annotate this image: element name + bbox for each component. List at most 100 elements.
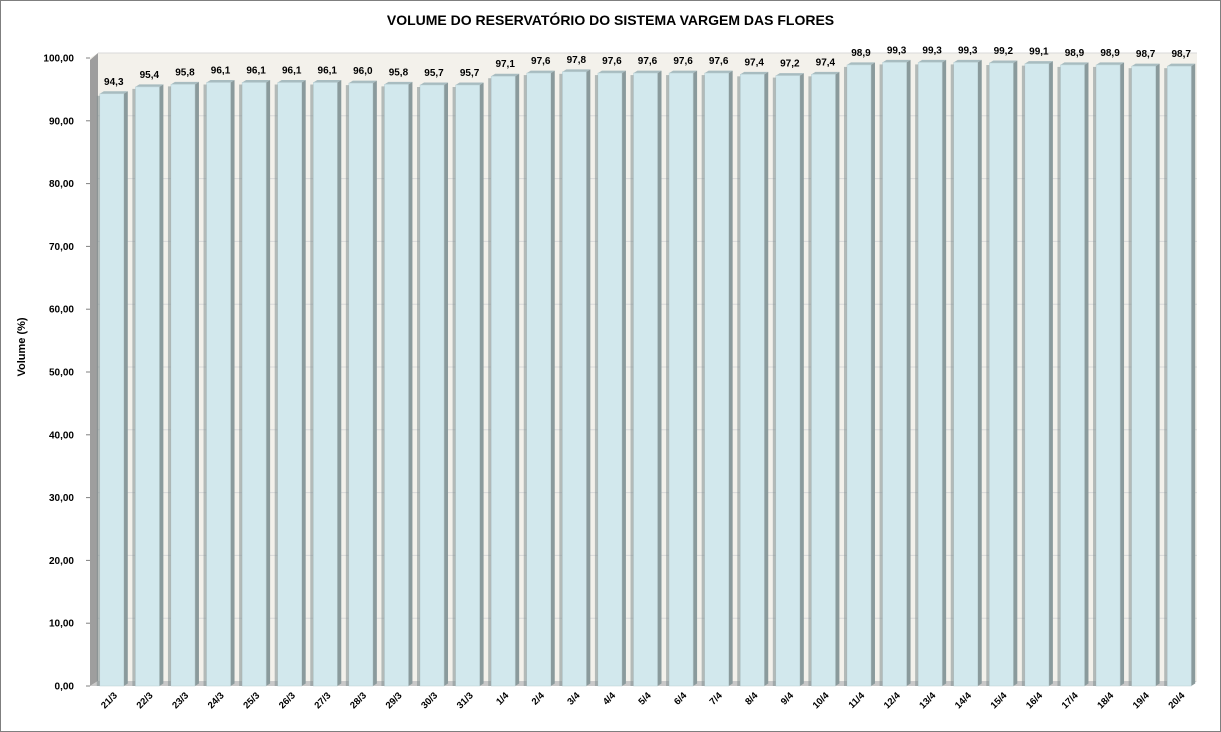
bar — [915, 59, 947, 687]
x-tick-label: 1/4 — [494, 690, 512, 708]
bar-top — [1060, 62, 1089, 65]
bar-side — [337, 79, 342, 686]
bar-side — [728, 70, 733, 686]
bar — [239, 79, 271, 687]
bar-shadow — [594, 75, 598, 686]
bar-side — [586, 69, 591, 687]
bar — [274, 79, 306, 687]
x-tick-label: 29/3 — [384, 690, 405, 711]
bar-front — [811, 74, 836, 687]
bar — [452, 82, 484, 687]
bar-side — [515, 73, 520, 687]
bar-shadow — [452, 87, 456, 686]
x-tick-label: 31/3 — [455, 690, 476, 711]
bar-top — [989, 60, 1018, 64]
bar-front — [1024, 63, 1050, 687]
data-labels: 94,3 95,4 95,8 96,1 96,1 96,1 96,1 96,0 95,8 95,7… — [104, 45, 1191, 87]
x-tick-label: 24/3 — [206, 690, 227, 711]
bar-shadow — [239, 84, 243, 686]
bar-front — [348, 82, 374, 687]
bar-front — [313, 82, 338, 687]
data-label: 97,2 — [780, 59, 800, 70]
bar-front — [455, 84, 480, 687]
x-tick-label: 10/4 — [811, 690, 832, 711]
x-tick-label: 13/4 — [917, 690, 938, 711]
bar-front — [384, 84, 409, 687]
bar-top — [313, 79, 342, 83]
x-tick-label: 16/4 — [1024, 690, 1045, 711]
x-tick-label: 22/3 — [135, 690, 156, 711]
bar-front — [704, 72, 729, 687]
y-tick-label: 70,00 — [49, 242, 74, 253]
bar-shadow — [203, 84, 207, 686]
y-tick-label: 0,00 — [55, 682, 75, 693]
data-label: 96,0 — [353, 66, 373, 77]
x-tick-label: 27/3 — [313, 690, 334, 711]
bar-side — [906, 59, 911, 687]
bar-shadow — [523, 75, 527, 686]
data-label: 97,6 — [602, 56, 622, 67]
data-label: 97,1 — [495, 59, 515, 70]
bar-side — [942, 59, 947, 687]
y-tick-label: 100,00 — [43, 54, 74, 65]
bar — [488, 73, 520, 687]
x-tick-label: 20/4 — [1166, 690, 1187, 711]
bar-shadow — [772, 77, 776, 687]
bar-side — [550, 70, 555, 686]
bar-top — [562, 69, 591, 72]
bar-shadow — [310, 84, 314, 686]
bar-side — [372, 80, 377, 687]
bar-shadow — [986, 65, 990, 687]
bar-top — [242, 79, 271, 83]
bar-front — [241, 82, 267, 687]
bar-front — [882, 62, 907, 687]
bar-front — [668, 72, 694, 687]
x-axis-tick-labels: 21/3 22/3 23/3 24/3 25/3 26/3 27/3 28/3 29/3 30/3… — [99, 690, 1188, 711]
bar-front — [597, 72, 623, 687]
bar-side — [1155, 63, 1160, 686]
data-label: 98,9 — [1100, 48, 1120, 59]
bar-side — [693, 70, 698, 686]
bar-top — [918, 59, 947, 63]
bar — [986, 60, 1018, 687]
bar-front — [633, 72, 658, 687]
x-tick-label: 15/4 — [989, 690, 1010, 711]
y-tick-label: 80,00 — [49, 179, 74, 190]
bar-front — [1060, 64, 1085, 687]
bar — [594, 70, 626, 687]
bar-front — [170, 84, 196, 687]
bar — [167, 81, 199, 687]
x-tick-label: 19/4 — [1131, 690, 1152, 711]
bar-shadow — [345, 85, 349, 687]
bar-front — [1166, 65, 1192, 687]
bar-front — [135, 86, 160, 687]
bar-front — [917, 62, 943, 687]
bar-front — [989, 62, 1014, 687]
bars — [96, 59, 1196, 687]
side-wall — [90, 53, 98, 686]
x-tick-label: 5/4 — [636, 690, 654, 708]
y-axis-tick-labels: 0,00 10,00 20,00 30,00 40,00 50,00 60,00 70,00 8… — [43, 54, 74, 693]
bar — [843, 62, 875, 687]
bar-shadow — [701, 75, 705, 686]
bar-front — [206, 82, 231, 687]
x-tick-label: 3/4 — [565, 690, 583, 708]
data-label: 99,3 — [958, 45, 978, 56]
bar-top — [740, 71, 769, 75]
bar-side — [621, 70, 626, 686]
bar — [879, 59, 911, 687]
bar-shadow — [1164, 68, 1168, 686]
bar-side — [1048, 61, 1053, 687]
bar-top — [775, 73, 804, 76]
bar-top — [206, 79, 235, 83]
bar-shadow — [950, 64, 954, 686]
x-tick-label: 30/3 — [419, 690, 440, 711]
bar — [1128, 63, 1160, 687]
bar — [310, 79, 342, 687]
bar — [96, 91, 128, 687]
bar-top — [1167, 63, 1196, 67]
data-label: 95,8 — [389, 67, 409, 78]
bar-top — [491, 73, 520, 77]
bar-side — [977, 59, 982, 687]
